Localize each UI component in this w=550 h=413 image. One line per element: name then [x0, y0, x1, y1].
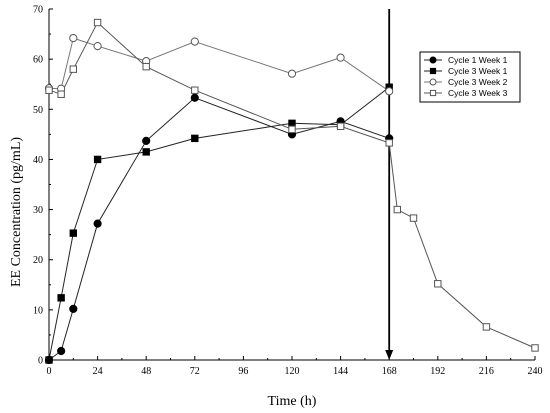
legend-label: Cycle 3 Week 1 [448, 66, 508, 76]
data-point-series-1 [191, 134, 199, 143]
x-tick-label: 72 [190, 366, 200, 377]
data-point-series-2 [385, 87, 394, 96]
data-point-series-0 [190, 93, 199, 102]
data-point-series-3 [482, 323, 491, 331]
axes: 0 24 48 72 96 120 144 168 192 216 240 0 10 20 30 40 50 60… [33, 5, 543, 378]
data-point-series-3 [409, 214, 418, 222]
data-point-series-2 [287, 69, 297, 78]
y-tick-label: 30 [33, 205, 43, 216]
data-point-series-3 [93, 18, 102, 27]
data-point-series-1 [57, 294, 65, 302]
data-point-series-2 [190, 37, 199, 46]
x-tick-label: 24 [93, 366, 103, 377]
x-tick-label: 120 [285, 366, 300, 377]
x-axis-title: Time (h) [268, 394, 317, 409]
data-point-series-0 [93, 219, 102, 228]
data-point-series-3 [393, 205, 402, 214]
data-point-series-3 [69, 65, 77, 73]
data-point-series-0 [57, 346, 66, 356]
data-point-series-3 [385, 139, 393, 147]
data-point-series-1 [288, 119, 296, 128]
y-tick-label: 40 [33, 155, 43, 166]
x-tick-label: 216 [479, 366, 494, 377]
data-point-series-3 [57, 90, 65, 98]
data-point-series-3 [45, 86, 53, 94]
data-point-series-3 [288, 125, 296, 134]
data-point-series-3 [191, 86, 199, 94]
legend-marker [429, 67, 437, 75]
series-markers [44, 18, 539, 365]
y-tick-label: 10 [33, 305, 43, 316]
x-tick-label: 0 [47, 366, 52, 377]
y-tick-label: 70 [33, 5, 43, 16]
data-point-series-0 [142, 136, 151, 145]
x-tick-label: 168 [382, 366, 397, 377]
data-point-series-1 [69, 229, 77, 237]
y-tick-label: 50 [33, 105, 43, 116]
series-line-3 [48, 21, 536, 349]
x-tick-label: 144 [333, 366, 348, 377]
y-tick-label: 60 [33, 55, 43, 66]
y-tick-label: 0 [38, 356, 43, 367]
data-point-series-0 [69, 304, 78, 313]
data-point-series-2 [69, 33, 78, 43]
y-axis-title: EE Concentration (pg/mL) [9, 137, 24, 287]
data-point-series-3 [531, 344, 539, 352]
data-point-series-2 [93, 42, 102, 51]
legend-marker [429, 78, 437, 86]
x-tick-label: 240 [528, 366, 543, 377]
data-point-series-1 [45, 356, 53, 364]
series-line-0 [48, 97, 390, 361]
legend-label: Cycle 3 Week 3 [448, 88, 508, 98]
data-point-series-1 [93, 155, 102, 164]
x-tick-label: 192 [430, 366, 445, 377]
data-point-series-3 [336, 122, 345, 131]
data-point-series-3 [434, 280, 442, 288]
legend-label: Cycle 3 Week 2 [448, 77, 508, 87]
legend-label: Cycle 1 Week 1 [448, 55, 508, 65]
x-tick-label: 96 [238, 366, 248, 377]
legend-marker [429, 56, 437, 64]
data-point-series-3 [142, 62, 150, 71]
arrow-head [385, 350, 394, 360]
data-point-series-1 [142, 148, 150, 156]
y-tick-label: 20 [33, 255, 43, 266]
data-point-series-2 [336, 53, 345, 62]
x-tick-label: 48 [141, 366, 151, 377]
legend-marker [429, 89, 437, 97]
annotation-layer [385, 9, 394, 360]
